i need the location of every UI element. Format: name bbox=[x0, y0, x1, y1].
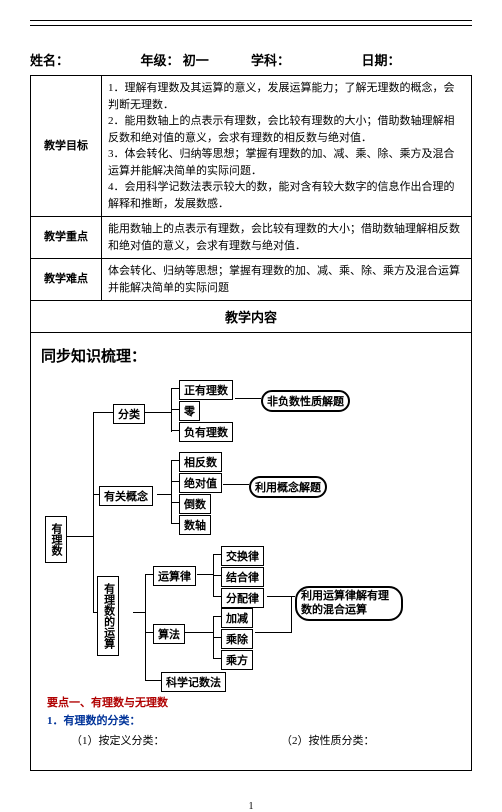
node-lyysl: 利用运算律解有理数的混合运算 bbox=[295, 586, 403, 621]
keypoint-title: 要点一、有理数与无理数 bbox=[47, 694, 461, 710]
grade-value: 初一 bbox=[183, 53, 209, 68]
node-ffxz: 非负数性质解题 bbox=[261, 390, 350, 412]
goal-label: 教学目标 bbox=[31, 76, 102, 217]
node-xfs: 相反数 bbox=[179, 452, 222, 472]
node-fenlei: 分类 bbox=[113, 404, 145, 424]
node-cf: 乘方 bbox=[221, 650, 253, 670]
grade-label: 年级： bbox=[141, 53, 180, 68]
node-fpl: 分配律 bbox=[221, 588, 264, 608]
subject-label: 学科： bbox=[251, 53, 290, 68]
section-title: 教学内容 bbox=[30, 301, 472, 333]
node-gn: 有关概念 bbox=[99, 486, 153, 506]
page-number: 1 bbox=[30, 801, 472, 812]
node-ysyy: 有理数的运算 bbox=[97, 576, 119, 656]
diff-text: 体会转化、归纳等思想；掌握有理数的加、减、乘、除、乘方及混合运算并能解决简单的实… bbox=[102, 259, 472, 301]
node-ysl: 运算律 bbox=[153, 566, 196, 586]
date-label: 日期： bbox=[362, 53, 401, 68]
info-table: 教学目标 1．理解有理数及其运算的意义，发展运算能力；了解无理数的概念，会判断无… bbox=[30, 75, 472, 301]
node-sz: 数轴 bbox=[179, 515, 211, 535]
diagram: 有理数 分类 正有理数 零 负有理数 非负数性质解题 有关概念 相反数 绝对值 … bbox=[45, 376, 445, 686]
k1b: （2）按性质分类： bbox=[281, 732, 461, 748]
node-jj: 加减 bbox=[221, 608, 253, 628]
k1a: （1）按定义分类： bbox=[71, 732, 251, 748]
node-jdz: 绝对值 bbox=[179, 473, 222, 493]
focus-label: 教学重点 bbox=[31, 217, 102, 259]
node-lygn: 利用概念解题 bbox=[249, 476, 327, 498]
node-jhl: 交换律 bbox=[221, 546, 264, 566]
node-cc: 乘除 bbox=[221, 629, 253, 649]
node-ds: 倒数 bbox=[179, 494, 211, 514]
node-fys: 负有理数 bbox=[179, 422, 233, 442]
node-sf: 算法 bbox=[153, 624, 185, 644]
node-ling: 零 bbox=[179, 401, 200, 421]
goal-text: 1．理解有理数及其运算的意义，发展运算能力；了解无理数的概念，会判断无理数． 2… bbox=[102, 76, 472, 217]
node-root: 有理数 bbox=[45, 516, 67, 563]
node-zhys: 正有理数 bbox=[179, 380, 233, 400]
node-kxj: 科学记数法 bbox=[161, 672, 226, 692]
sync-title: 同步知识梳理： bbox=[41, 345, 461, 366]
focus-text: 能用数轴上的点表示有理数，会比较有理数的大小；借助数轴理解相反数和绝对值的意义，… bbox=[102, 217, 472, 259]
name-label: 姓名： bbox=[30, 53, 69, 68]
k1-title: 1．有理数的分类： bbox=[47, 712, 461, 728]
diff-label: 教学难点 bbox=[31, 259, 102, 301]
node-jhl2: 结合律 bbox=[221, 567, 264, 587]
content-area: 同步知识梳理： 有理数 分类 正有理数 零 负有理数 非负数性质解题 有关概念 … bbox=[30, 333, 472, 771]
